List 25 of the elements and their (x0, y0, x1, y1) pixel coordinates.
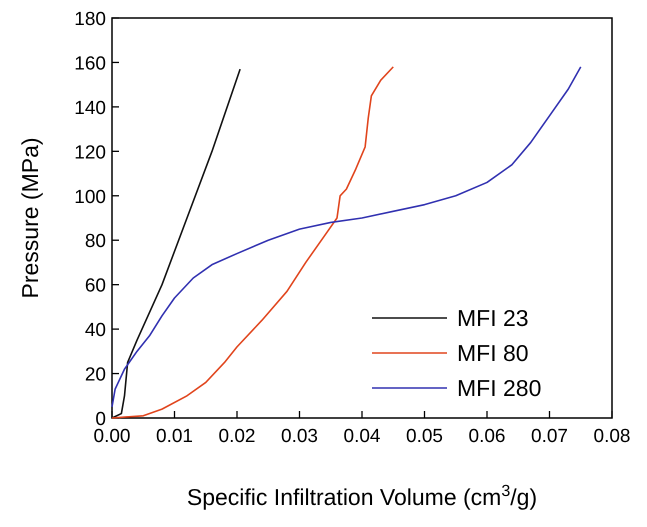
x-tick-label: 0.05 (406, 426, 443, 447)
y-tick-label: 40 (84, 320, 106, 342)
x-axis-title: Specific Infiltration Volume (cm$^{3}$/g) (186, 482, 538, 510)
y-tick-label: 100 (74, 186, 106, 208)
x-tick-label: 0.08 (594, 426, 630, 447)
x-tick-label: 0.04 (344, 426, 381, 447)
line-series (111, 66, 582, 408)
legend-label: MFI 23 (457, 305, 529, 331)
y-tick-label: 140 (74, 98, 106, 119)
x-tick-label: 0.03 (281, 426, 318, 447)
x-tick-label: 0.06 (468, 426, 506, 447)
x-tick-label: 0.02 (218, 426, 256, 447)
line-series (111, 66, 394, 419)
line-series (111, 68, 241, 419)
y-tick-label: 60 (84, 276, 106, 297)
y-axis-title: Pressure (MPa) (17, 137, 43, 299)
legend-label: MFI 280 (457, 375, 542, 401)
y-tick-label: 160 (74, 53, 106, 74)
y-tick-label: 120 (74, 142, 106, 164)
y-tick-label: 80 (84, 231, 106, 252)
y-tick-label: 180 (74, 9, 106, 30)
x-tick-label: 0.01 (156, 426, 193, 447)
legend-label: MFI 80 (457, 340, 529, 366)
y-tick-label: 20 (84, 364, 106, 386)
x-tick-label: 0.07 (531, 426, 568, 447)
